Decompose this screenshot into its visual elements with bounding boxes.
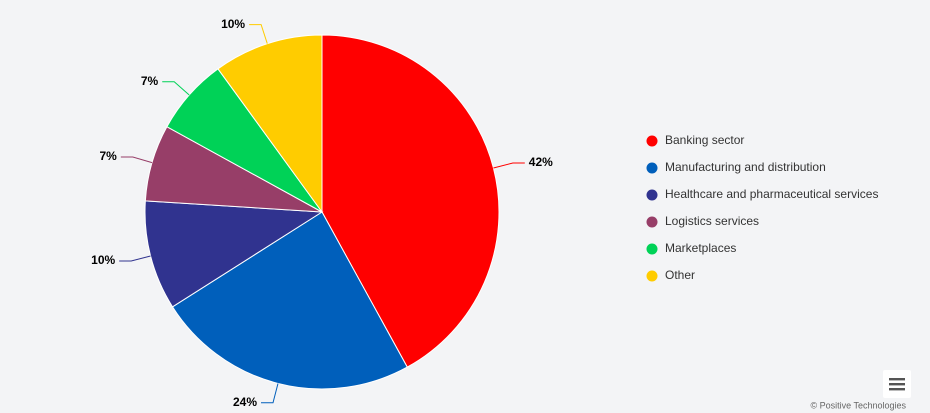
- menu-button[interactable]: [883, 370, 911, 398]
- leader-line: [493, 162, 525, 169]
- data-label: 10%: [221, 17, 245, 31]
- menu-icon-bar: [889, 383, 905, 386]
- pie-slice: [171, 211, 408, 390]
- legend-label: Banking sector: [665, 133, 744, 147]
- leader-line: [119, 255, 151, 262]
- legend-marker: [646, 216, 658, 228]
- legend-label: Other: [665, 268, 695, 282]
- menu-icon-bar: [889, 378, 905, 381]
- leader-line: [120, 156, 153, 164]
- data-label: 7%: [141, 74, 159, 88]
- menu-icon-bar: [889, 388, 905, 391]
- data-label: 42%: [529, 155, 553, 169]
- data-label: 24%: [233, 395, 257, 409]
- leader-line: [261, 383, 279, 404]
- pie-slice: [144, 200, 324, 308]
- credit: © Positive Technologies: [810, 400, 906, 410]
- legend-marker: [646, 243, 658, 255]
- legend-marker: [646, 135, 658, 147]
- legend-label: Manufacturing and distribution: [665, 160, 826, 174]
- legend-label: Logistics services: [665, 214, 759, 228]
- legend-marker: [646, 162, 658, 174]
- leader-line: [162, 81, 190, 96]
- legend-marker: [646, 270, 658, 282]
- leader-line: [249, 24, 268, 44]
- legend-label: Marketplaces: [665, 241, 736, 255]
- pie-slice: [321, 34, 500, 368]
- legend-label: Healthcare and pharmaceutical services: [665, 187, 878, 201]
- data-label: 10%: [91, 253, 115, 267]
- pie-slice: [217, 34, 323, 214]
- legend-marker: [646, 189, 658, 201]
- data-label: 7%: [99, 149, 117, 163]
